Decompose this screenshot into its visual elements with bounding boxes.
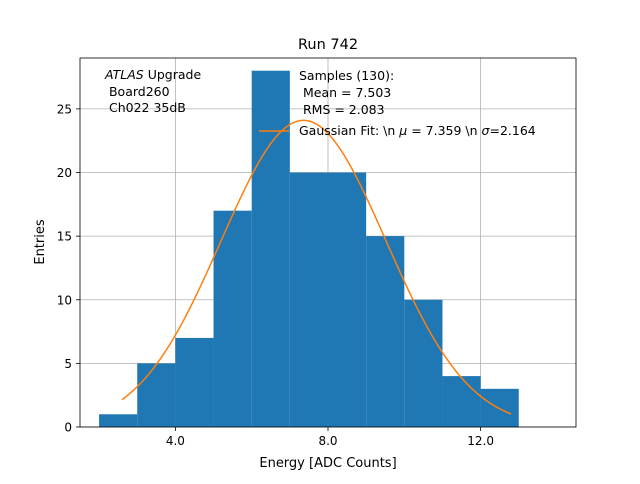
svg-text:ATLAS Upgrade: ATLAS Upgrade xyxy=(104,67,201,82)
x-axis-label: Energy [ADC Counts] xyxy=(259,456,396,471)
histogram-bars xyxy=(99,70,519,428)
y-axis-label: Entries xyxy=(33,219,48,265)
histogram-bar xyxy=(442,376,481,427)
histogram-bar xyxy=(289,172,328,427)
stats-mean: Mean = 7.503 xyxy=(299,85,391,100)
y-tick-label: 0 xyxy=(64,421,72,435)
histogram-bar xyxy=(251,70,290,428)
histogram-bar xyxy=(328,172,367,427)
x-tick-label: 8.0 xyxy=(318,434,337,448)
y-tick-label: 20 xyxy=(57,166,72,180)
annotation-italic: ATLAS xyxy=(104,67,144,82)
histogram-bar xyxy=(137,363,176,427)
histogram-bar xyxy=(99,414,138,427)
legend-label: Gaussian Fit: \n μ = 7.359 \n σ=2.164 xyxy=(299,123,536,138)
histogram-bar xyxy=(366,236,405,427)
annotation-rest: Upgrade xyxy=(144,67,202,82)
gaussian-fit-line xyxy=(121,119,512,415)
y-tick-label: 10 xyxy=(57,293,72,307)
stats-samples: Samples (130): xyxy=(299,68,394,83)
histogram-bar xyxy=(213,210,252,427)
y-tick-label: 25 xyxy=(57,102,72,116)
experiment-annotation: ATLAS Upgrade Board260 Ch022 35dB xyxy=(104,67,201,115)
stats-rms: RMS = 2.083 xyxy=(299,102,385,117)
chart-title: Run 742 xyxy=(298,37,358,53)
annotation-channel: Ch022 35dB xyxy=(105,100,186,115)
annotation-board: Board260 xyxy=(105,84,170,99)
y-tick-label: 15 xyxy=(57,230,72,244)
stats-box: Samples (130): Mean = 7.503 RMS = 2.083 xyxy=(299,68,394,117)
y-axis-ticks: 0 5 10 15 20 25 xyxy=(57,102,80,435)
legend: Gaussian Fit: \n μ = 7.359 \n σ=2.164 xyxy=(259,123,536,138)
histogram-bar xyxy=(175,337,214,427)
x-axis-ticks: 4.0 8.0 12.0 xyxy=(166,427,494,448)
x-tick-label: 12.0 xyxy=(467,434,494,448)
y-tick-label: 5 xyxy=(64,357,72,371)
x-tick-label: 4.0 xyxy=(166,434,185,448)
